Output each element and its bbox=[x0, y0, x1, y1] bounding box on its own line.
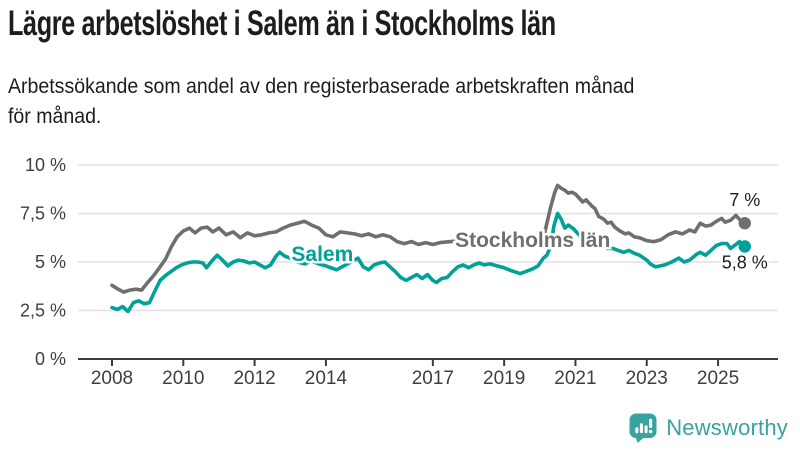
series-end-dot-0 bbox=[738, 217, 751, 230]
newsworthy-logo: Newsworthy bbox=[628, 412, 788, 443]
x-axis-label: 2012 bbox=[233, 368, 275, 389]
series-name-label-1: Salem bbox=[291, 243, 353, 266]
page-title: Lägre arbetslöshet i Salem än i Stockhol… bbox=[8, 4, 556, 43]
y-axis-label: 7,5 % bbox=[20, 204, 66, 224]
x-axis-label: 2025 bbox=[697, 368, 739, 389]
y-axis-label: 2,5 % bbox=[20, 301, 66, 321]
series-line-1 bbox=[110, 211, 747, 314]
series-end-dot-1 bbox=[738, 240, 751, 253]
x-axis-label: 2023 bbox=[626, 368, 668, 389]
y-axis-label: 10 % bbox=[25, 155, 66, 175]
chart-subtitle-line-2: för månad. bbox=[8, 105, 102, 128]
chart-subtitle: Arbetssökande som andel av den registerb… bbox=[8, 72, 634, 132]
x-axis-label: 2010 bbox=[162, 368, 204, 389]
x-axis-label: 2008 bbox=[91, 368, 133, 389]
series-end-label-0: 7 % bbox=[729, 190, 760, 210]
series-end-label-1: 5,8 % bbox=[722, 252, 768, 272]
x-axis-label: 2019 bbox=[483, 368, 525, 389]
series-line-0 bbox=[110, 183, 747, 294]
newsworthy-logo-icon bbox=[629, 413, 657, 443]
chart-subtitle-line-1: Arbetssökande som andel av den registerb… bbox=[8, 75, 635, 98]
y-axis-label: 5 % bbox=[35, 252, 66, 272]
x-axis-label: 2014 bbox=[305, 368, 348, 389]
x-axis-label: 2021 bbox=[554, 368, 596, 389]
newsworthy-logo-text: Newsworthy bbox=[666, 414, 788, 440]
y-axis-label: 0 % bbox=[35, 349, 66, 369]
x-axis-label: 2017 bbox=[412, 368, 454, 389]
series-name-label-0: Stockholms län bbox=[455, 229, 610, 252]
